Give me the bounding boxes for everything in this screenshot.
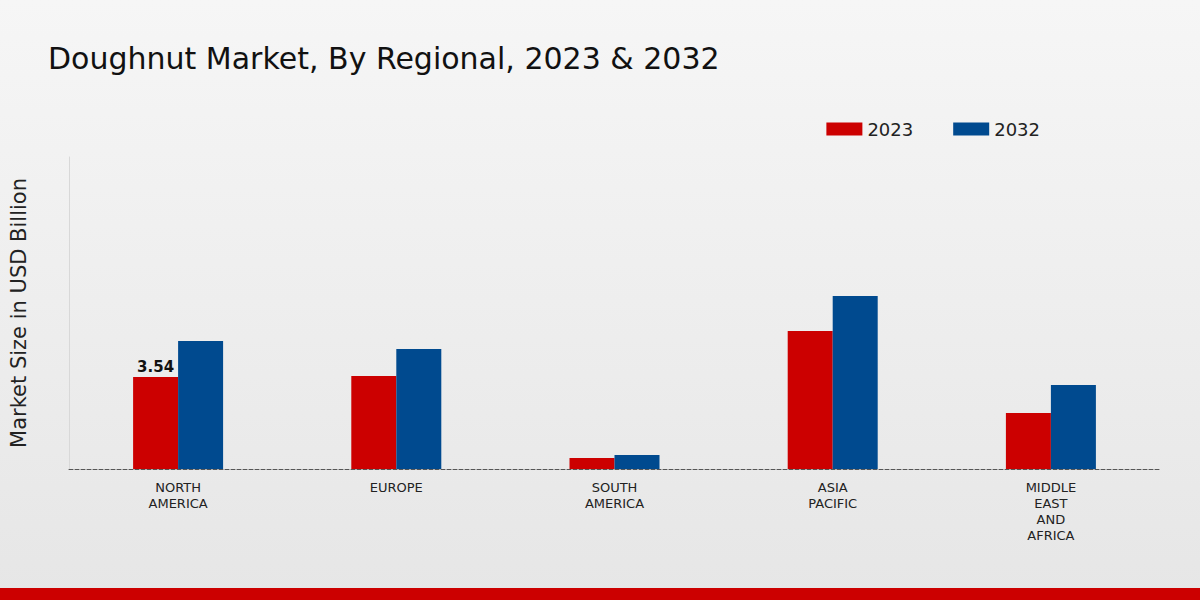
svg-text:NORTH: NORTH xyxy=(155,480,201,495)
svg-text:EAST: EAST xyxy=(1034,496,1067,511)
svg-text:AMERICA: AMERICA xyxy=(149,496,208,511)
svg-text:AND: AND xyxy=(1037,512,1066,527)
svg-text:EUROPE: EUROPE xyxy=(370,480,423,495)
svg-text:SOUTH: SOUTH xyxy=(592,480,638,495)
svg-text:MIDDLE: MIDDLE xyxy=(1026,480,1077,495)
svg-text:Market Size in USD Billion: Market Size in USD Billion xyxy=(7,178,31,448)
svg-text:Doughnut Market, By Regional,: Doughnut Market, By Regional, 2023 & 203… xyxy=(48,41,720,76)
svg-text:2023: 2023 xyxy=(867,119,913,140)
svg-text:3.54: 3.54 xyxy=(137,358,174,376)
svg-text:PACIFIC: PACIFIC xyxy=(808,496,857,511)
svg-text:2032: 2032 xyxy=(994,119,1040,140)
svg-text:AMERICA: AMERICA xyxy=(585,496,644,511)
svg-text:ASIA: ASIA xyxy=(818,480,848,495)
svg-text:AFRICA: AFRICA xyxy=(1027,528,1074,543)
